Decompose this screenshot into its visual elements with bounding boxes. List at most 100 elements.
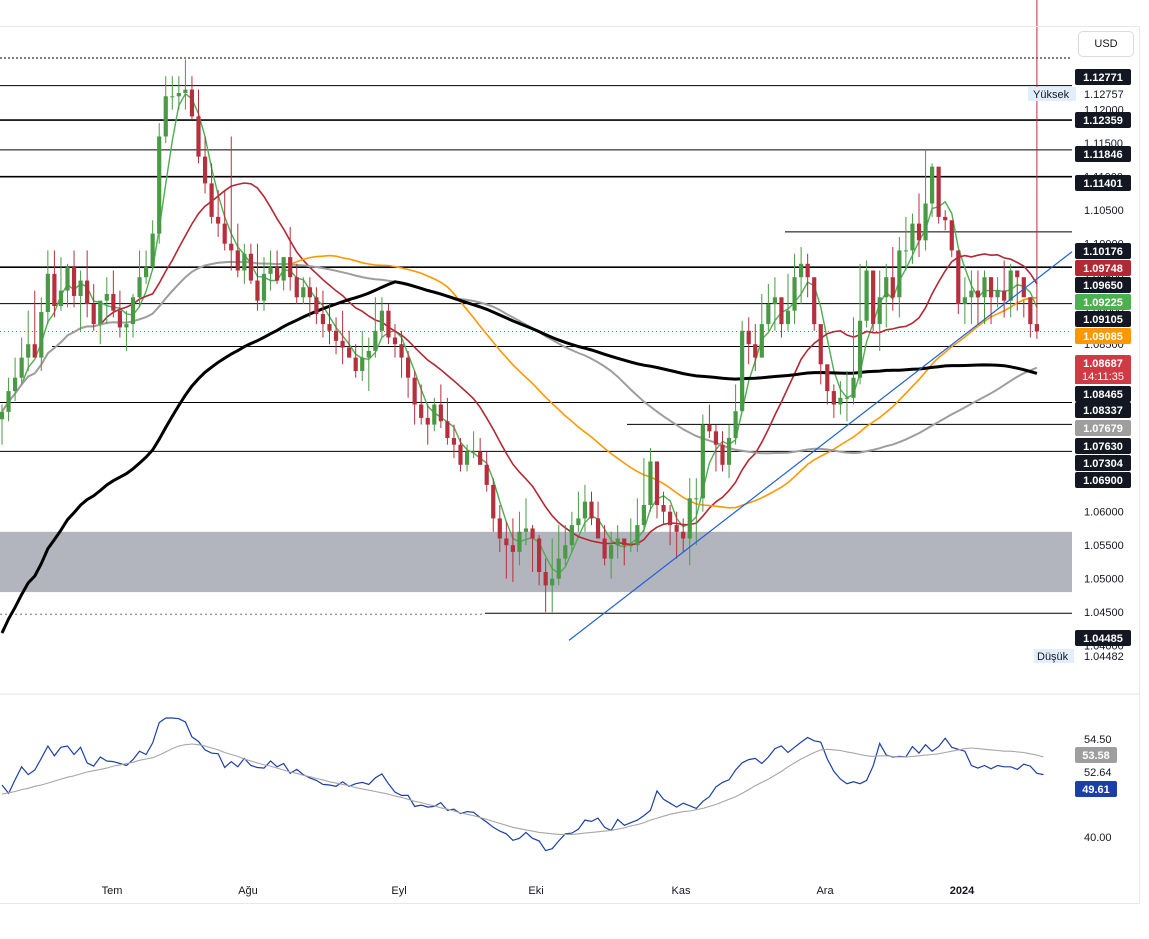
candle (779, 297, 784, 338)
price-tick-label: 1.06000 (1084, 507, 1124, 519)
candle-body (517, 531, 522, 552)
oscillator-tick-label: 52.64 (1084, 767, 1112, 779)
candle-body (19, 357, 24, 378)
candle (32, 290, 37, 358)
price-label: 1.08465 (1075, 386, 1131, 402)
candle-body (91, 304, 96, 325)
candle-body (602, 538, 607, 559)
candle (45, 250, 50, 325)
candle (157, 123, 162, 244)
candle-body (392, 337, 398, 345)
price-label-box (1075, 438, 1131, 454)
candle (517, 511, 522, 566)
candle (615, 525, 620, 559)
candle-body (1015, 270, 1020, 278)
candle (0, 404, 5, 445)
candle-body (759, 324, 764, 358)
candle-body (333, 330, 339, 341)
candle-body (39, 312, 44, 358)
candle-body (785, 310, 791, 325)
candle (111, 270, 116, 318)
candle (353, 344, 358, 378)
candle (707, 404, 712, 438)
candle-body (419, 404, 424, 418)
price-label-box (1075, 420, 1131, 436)
candle-body (812, 277, 817, 325)
candle (916, 193, 922, 258)
candle (635, 498, 640, 552)
candle (366, 337, 371, 392)
candle (412, 371, 417, 425)
low-marker-value: 1.04482 (1084, 651, 1124, 663)
candle (700, 414, 705, 512)
candle (399, 330, 404, 378)
price-tick-label: 1.04500 (1084, 607, 1124, 619)
candle (373, 297, 378, 358)
price-label-box (1075, 146, 1131, 162)
candle-body (956, 250, 961, 304)
candle (766, 283, 771, 331)
candle (654, 461, 660, 519)
candle (360, 330, 365, 382)
candle (71, 250, 77, 308)
currency-button[interactable]: USD (1078, 31, 1134, 57)
candle (235, 223, 240, 278)
time-tick-label: Tem (102, 885, 123, 897)
high-marker: Yüksek 1.12757 (1028, 87, 1124, 101)
candle (713, 424, 719, 472)
candle-body (412, 377, 417, 405)
candle-body (163, 96, 168, 137)
candle (1021, 277, 1026, 318)
candle (85, 250, 90, 318)
candle (202, 136, 208, 194)
candle (314, 287, 319, 325)
candle-body (301, 287, 306, 298)
candle-body (910, 223, 915, 251)
candle-body (150, 233, 155, 268)
candle-body (962, 297, 967, 304)
candle (1015, 270, 1020, 311)
candle (65, 263, 70, 308)
support-zone-band (0, 531, 1072, 593)
candle-body (707, 424, 712, 432)
candle-body (903, 250, 908, 252)
price-label: 1.11401 (1075, 175, 1131, 191)
countdown-label: 14:11:35 (1075, 368, 1131, 384)
price-label-value: 1.04485 (1083, 633, 1123, 645)
price-label: 1.10176 (1075, 243, 1131, 259)
time-axis[interactable]: Tem Ağu Eyl Eki Kas Ara 2024 (102, 885, 976, 897)
candle-body (550, 578, 555, 586)
price-label-box (1075, 402, 1131, 418)
candle (641, 458, 646, 532)
candle (523, 498, 529, 546)
candle-body (445, 421, 450, 438)
candle (740, 320, 745, 412)
moving-average-line (1, 182, 1038, 546)
candle-body (654, 461, 660, 505)
candle (124, 310, 129, 351)
candle-body (327, 324, 332, 331)
candle-body (877, 297, 882, 325)
candle-body (818, 324, 823, 365)
price-label-box (1075, 455, 1131, 471)
time-tick-label: Ağu (238, 885, 258, 897)
candle-body (733, 411, 738, 438)
candle (288, 226, 293, 291)
candle-body (491, 484, 496, 519)
oscillator-line (1, 717, 1044, 852)
candle (674, 511, 679, 559)
candle (39, 297, 44, 371)
oscillator-value-label: 53.58 (1075, 747, 1117, 763)
price-label-value: 1.09085 (1083, 331, 1123, 343)
candle-body (124, 324, 129, 328)
candle (471, 431, 476, 459)
candle-body (379, 310, 384, 331)
price-label-box (1075, 112, 1131, 128)
low-marker-tag (1034, 649, 1074, 663)
price-tick-label: 1.10500 (1084, 205, 1124, 217)
price-label: 1.06900 (1075, 472, 1131, 488)
candle (831, 384, 836, 418)
candle-body (85, 280, 90, 304)
candle (464, 444, 470, 472)
